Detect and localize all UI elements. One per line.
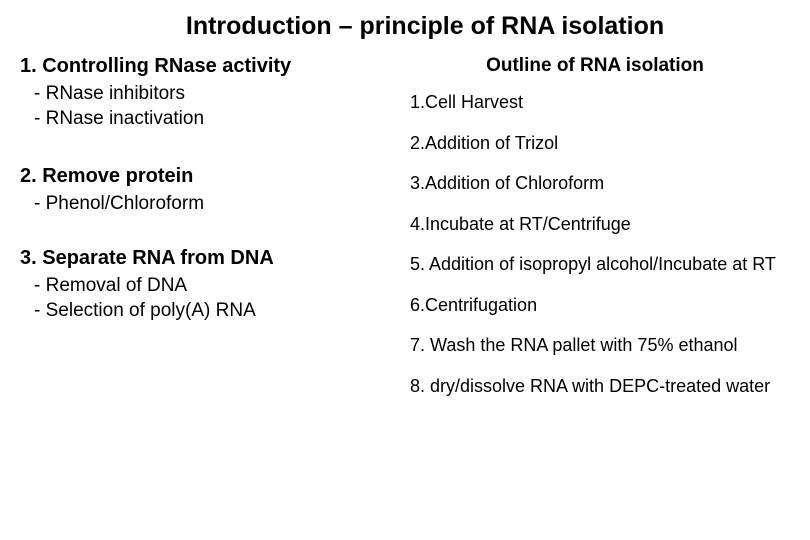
section-3-item: - Selection of poly(A) RNA — [20, 299, 380, 324]
section-3-heading: 3. Separate RNA from DNA — [20, 247, 380, 270]
section-1-heading: 1. Controlling RNase activity — [20, 55, 380, 78]
outline-step: 3.Addition of Chloroform — [410, 172, 790, 195]
outline-step: 7. Wash the RNA pallet with 75% ethanol — [410, 334, 790, 357]
outline-title: Outline of RNA isolation — [410, 55, 790, 77]
outline-step: 1.Cell Harvest — [410, 91, 790, 114]
content-area: 1. Controlling RNase activity - RNase in… — [20, 55, 790, 415]
outline-step: 2.Addition of Trizol — [410, 132, 790, 155]
outline-column: Outline of RNA isolation 1.Cell Harvest … — [400, 55, 790, 415]
section-2-item: - Phenol/Chloroform — [20, 192, 380, 217]
section-2-heading: 2. Remove protein — [20, 165, 380, 188]
outline-step: 5. Addition of isopropyl alcohol/Incubat… — [410, 253, 790, 276]
principles-column: 1. Controlling RNase activity - RNase in… — [20, 55, 380, 415]
outline-step: 4.Incubate at RT/Centrifuge — [410, 213, 790, 236]
outline-step: 6.Centrifugation — [410, 294, 790, 317]
outline-step: 8. dry/dissolve RNA with DEPC-treated wa… — [410, 375, 790, 398]
section-1-item: - RNase inactivation — [20, 107, 380, 132]
section-1-item: - RNase inhibitors — [20, 82, 380, 107]
slide-title: Introduction – principle of RNA isolatio… — [20, 12, 790, 41]
section-3-item: - Removal of DNA — [20, 274, 380, 299]
